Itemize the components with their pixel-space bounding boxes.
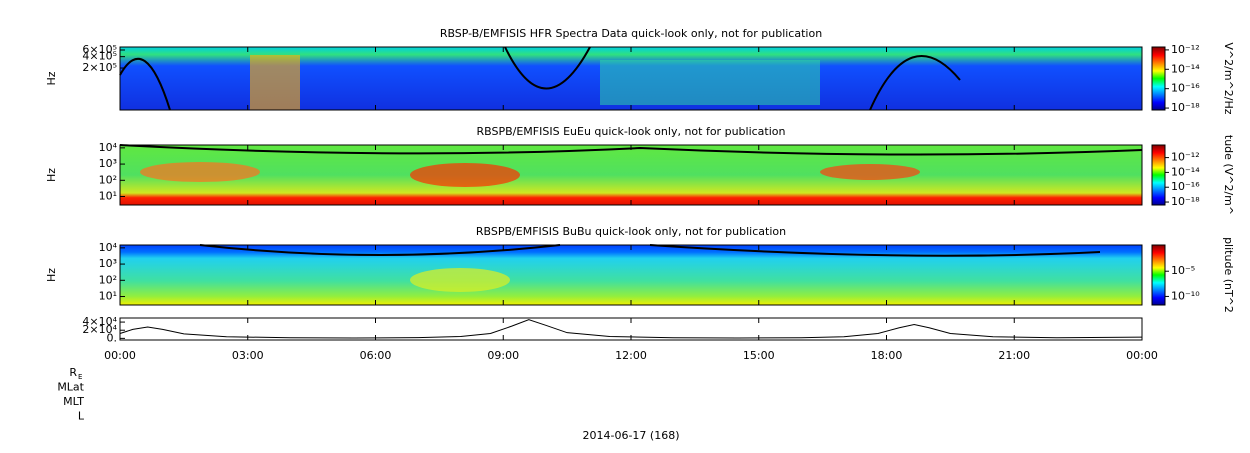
colorbar-label: tude (V^2/m^	[1222, 135, 1235, 215]
x-tick-label: 18:00	[871, 349, 903, 362]
spectrogram-2	[120, 245, 1142, 305]
panel-frame	[119, 144, 1143, 206]
x-tick-label: 21:00	[998, 349, 1030, 362]
y-tick-label: 10¹	[99, 190, 117, 203]
colorbar-label: V^2/m^2/Hz	[1222, 42, 1235, 114]
colorbar-label: plitude (nT^2	[1222, 237, 1235, 313]
colorbar-tick-label: 10⁻¹²	[1171, 43, 1200, 56]
ephemeris-label: MLat	[57, 381, 84, 394]
ephemeris-label: MLT	[63, 395, 84, 408]
y-axis-label: Hz	[45, 268, 58, 282]
curve	[119, 46, 961, 111]
curve	[119, 144, 1143, 156]
x-tick-label: 00:00	[104, 349, 136, 362]
spectrogram-feature	[410, 163, 520, 187]
x-tick-label: 03:00	[232, 349, 264, 362]
x-tick-label: 15:00	[743, 349, 775, 362]
y-tick-label: 6×10⁵	[82, 43, 117, 56]
y-tick-label: 2×10⁴	[82, 323, 117, 336]
x-tick-label: 06:00	[360, 349, 392, 362]
y-axis-label: Hz	[45, 168, 58, 182]
colorbar-tick-label: 10⁻¹⁴	[1171, 165, 1200, 178]
y-axis-label: Hz	[45, 71, 58, 85]
y-tick-label: 10³	[99, 257, 117, 270]
y-tick-label: 10³	[99, 157, 117, 170]
spectrogram-feature	[600, 60, 820, 105]
panel-frame	[119, 317, 1143, 341]
colorbar-tick-label: 10⁻¹⁰	[1171, 289, 1200, 302]
colorbar	[1151, 244, 1166, 306]
x-tick-label: 12:00	[615, 349, 647, 362]
y-tick-label: 4×10⁴	[82, 315, 117, 328]
colorbar-tick-label: 10⁻¹⁸	[1171, 195, 1200, 208]
colorbar-tick-label: 10⁻¹⁴	[1171, 62, 1200, 75]
ephemeris-label: R	[69, 366, 77, 379]
spectrogram-images	[119, 46, 1143, 305]
y-tick-label: 0.	[107, 331, 118, 344]
panel-frame	[119, 244, 1143, 306]
x-tick-label: 09:00	[487, 349, 519, 362]
y-tick-label: 10²	[99, 173, 117, 186]
panel-title: RBSP-B/EMFISIS HFR Spectra Data quick-lo…	[440, 27, 822, 40]
y-tick-label: 10¹	[99, 290, 117, 303]
panel-title: RBSPB/EMFISIS EuEu quick-look only, not …	[476, 125, 785, 138]
colorbar-tick-label: 10⁻¹²	[1171, 151, 1200, 164]
y-tick-label: 10⁴	[99, 241, 118, 254]
footer: 2014-06-17 (168)	[582, 429, 679, 442]
y-tick-label: 10²	[99, 273, 117, 286]
colorbar-tick-label: 10⁻¹⁶	[1171, 180, 1200, 193]
y-tick-label: 10⁴	[99, 141, 118, 154]
spectrogram-feature	[410, 268, 510, 292]
ephemeris-subscript: E	[78, 373, 82, 381]
ephemeris-label: L	[78, 410, 85, 423]
line	[119, 319, 1143, 339]
x-tick-label: 00:00	[1126, 349, 1158, 362]
panel-title: RBSPB/EMFISIS BuBu quick-look only, not …	[476, 225, 786, 238]
colorbar-tick-label: 10⁻⁵	[1171, 264, 1195, 277]
spectrogram-feature	[250, 55, 300, 110]
y-tick-label: 2×10⁵	[82, 61, 117, 74]
y-tick-label: 4×10⁵	[82, 50, 117, 63]
panel-frame	[119, 46, 1143, 111]
spectrogram-feature	[140, 162, 260, 182]
colorbar	[1151, 46, 1166, 111]
spectrogram-feature	[820, 164, 920, 180]
colorbar	[1151, 144, 1166, 206]
colorbar-tick-label: 10⁻¹⁸	[1171, 101, 1200, 114]
colorbar-tick-label: 10⁻¹⁶	[1171, 82, 1200, 95]
